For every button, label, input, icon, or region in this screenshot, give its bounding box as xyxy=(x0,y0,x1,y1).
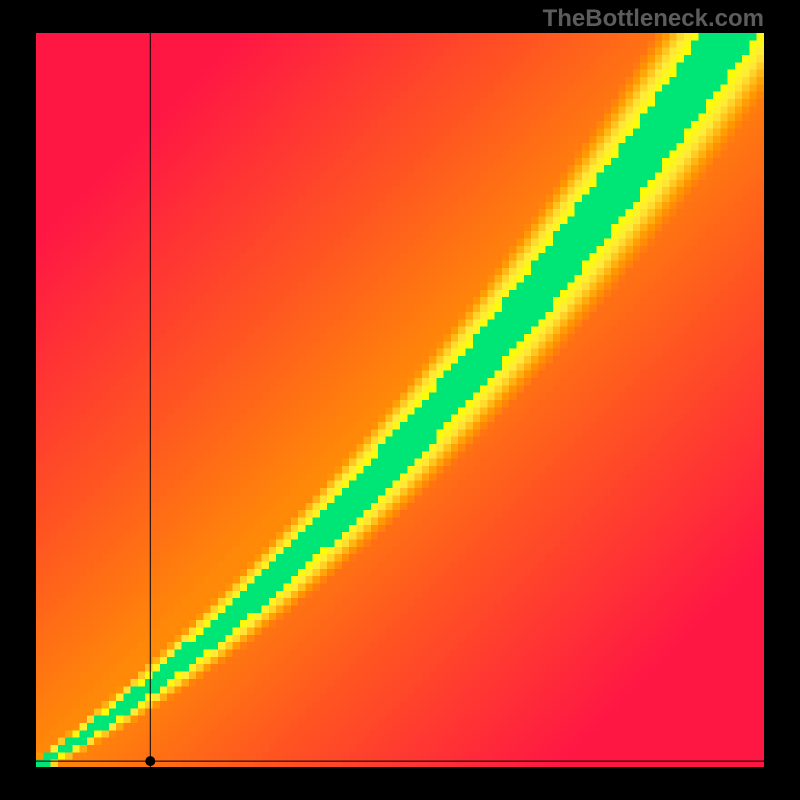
chart-container: TheBottleneck.com xyxy=(0,0,800,800)
bottleneck-heatmap xyxy=(36,33,764,767)
watermark-text: TheBottleneck.com xyxy=(543,5,764,33)
